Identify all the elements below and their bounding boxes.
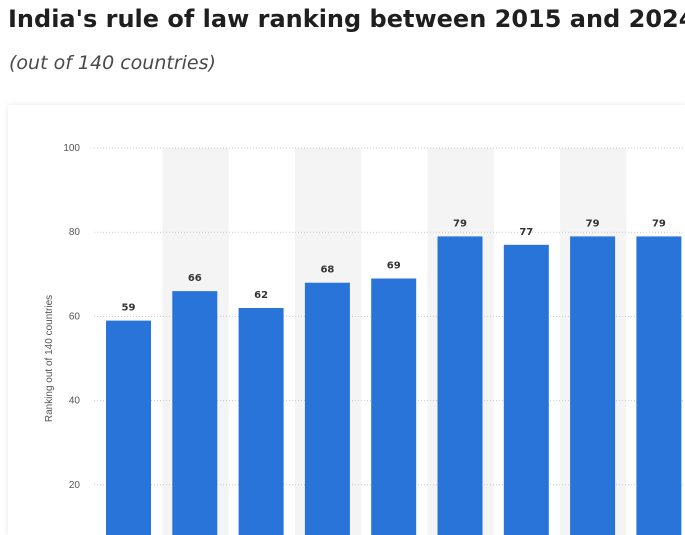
y-tick-label: 40	[69, 396, 81, 407]
y-tick-label: 80	[69, 227, 81, 238]
bar-data-label: 69	[387, 261, 401, 272]
bar-data-label: 79	[453, 218, 467, 229]
bar-chart: 100 80 60 40 20 Ranking out of 140 countries 5…	[44, 143, 685, 535]
bar	[172, 291, 218, 535]
y-tick-label: 20	[69, 480, 81, 491]
bar-data-label: 79	[586, 218, 600, 229]
bar	[304, 282, 350, 535]
bar-data-label: 66	[188, 273, 202, 284]
y-tick-label: 100	[63, 143, 80, 154]
chart-card: 100 80 60 40 20 Ranking out of 140 countries 5…	[8, 105, 685, 535]
bar	[570, 236, 616, 535]
y-axis-title: Ranking out of 140 countries	[44, 295, 55, 422]
bar	[503, 244, 549, 535]
chart-subtitle: (out of 140 countries)	[9, 52, 216, 74]
bar-data-label: 68	[320, 265, 334, 276]
bar	[371, 278, 417, 535]
chart-title: India's rule of law ranking between 2015…	[8, 5, 685, 33]
y-tick-label: 60	[69, 311, 81, 322]
bar-data-label: 62	[254, 290, 268, 301]
bar	[437, 236, 483, 535]
bar-data-label: 59	[122, 303, 136, 314]
bar	[106, 320, 151, 535]
bar	[238, 307, 284, 535]
bar	[636, 236, 682, 535]
bar-data-label: 77	[519, 227, 533, 238]
bar-data-label: 79	[652, 218, 666, 229]
